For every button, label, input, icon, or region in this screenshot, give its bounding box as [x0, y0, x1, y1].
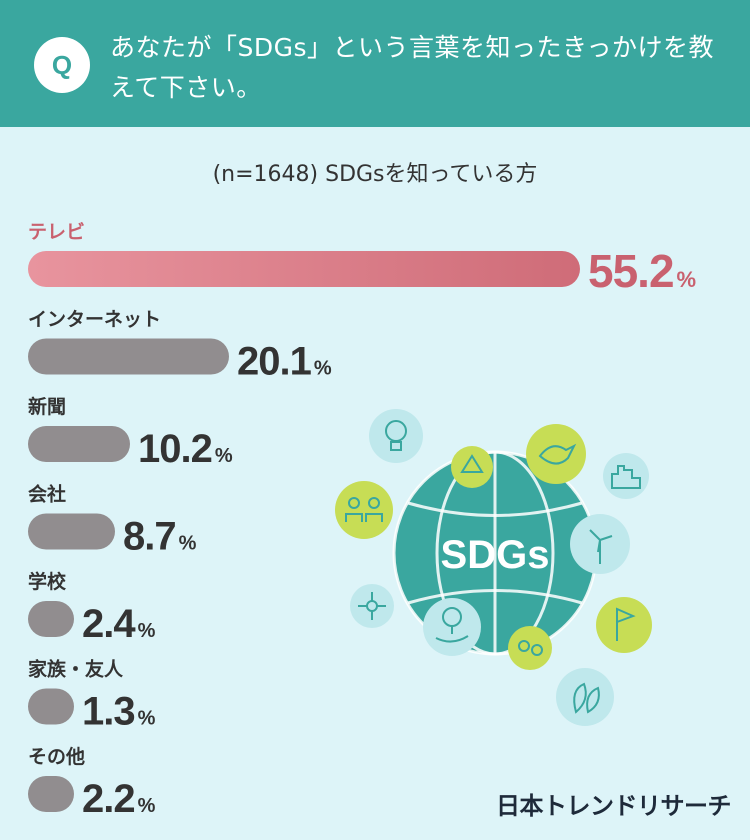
- bar: [28, 688, 74, 725]
- category-label: 新聞: [28, 395, 66, 418]
- value-label: 8.7%: [123, 515, 197, 559]
- value-label: 10.2%: [138, 427, 233, 471]
- category-label: 家族・友人: [28, 658, 124, 681]
- brand-logo: 日本トレンドリサーチ: [496, 792, 732, 820]
- category-label: その他: [28, 745, 85, 768]
- hand-tree-icon: [423, 598, 481, 656]
- city-icon: [603, 453, 649, 499]
- category-label: 会社: [28, 483, 66, 506]
- category-label: 学校: [28, 570, 67, 593]
- dove-icon: [526, 424, 586, 484]
- bar: [28, 776, 74, 812]
- q-badge: Q: [34, 37, 90, 93]
- globe-label: SDGs: [441, 533, 550, 577]
- wind-turbine-icon: [570, 514, 630, 574]
- question-text: あなたが「SDGs」という言葉を知ったきっかけを教えて下さい。: [110, 33, 715, 102]
- value-label: 55.2%: [588, 245, 696, 297]
- flag-icon: [596, 597, 652, 653]
- value-label: 1.3%: [82, 690, 156, 734]
- bar: [28, 601, 74, 637]
- recycle-icon: [451, 446, 493, 488]
- bar: [28, 338, 229, 375]
- value-label: 2.4%: [82, 602, 156, 646]
- category-label: インターネット: [28, 309, 161, 331]
- value-label: 2.2%: [82, 777, 156, 821]
- leaves-icon: [556, 668, 614, 726]
- bar: [28, 426, 130, 462]
- category-label: テレビ: [28, 221, 85, 243]
- bar: [28, 251, 580, 287]
- lightbulb-icon: [369, 409, 423, 463]
- molecule-icon: [350, 584, 394, 628]
- sample-note: (n=1648) SDGsを知っている方: [212, 162, 538, 187]
- value-label: 20.1%: [237, 340, 332, 384]
- sdgs-illustration: SDGs: [335, 409, 652, 726]
- gender-icon: [508, 626, 552, 670]
- people-equality-icon: [335, 481, 393, 539]
- bar: [28, 513, 115, 550]
- question-header: Q あなたが「SDGs」という言葉を知ったきっかけを教えて下さい。: [0, 0, 750, 127]
